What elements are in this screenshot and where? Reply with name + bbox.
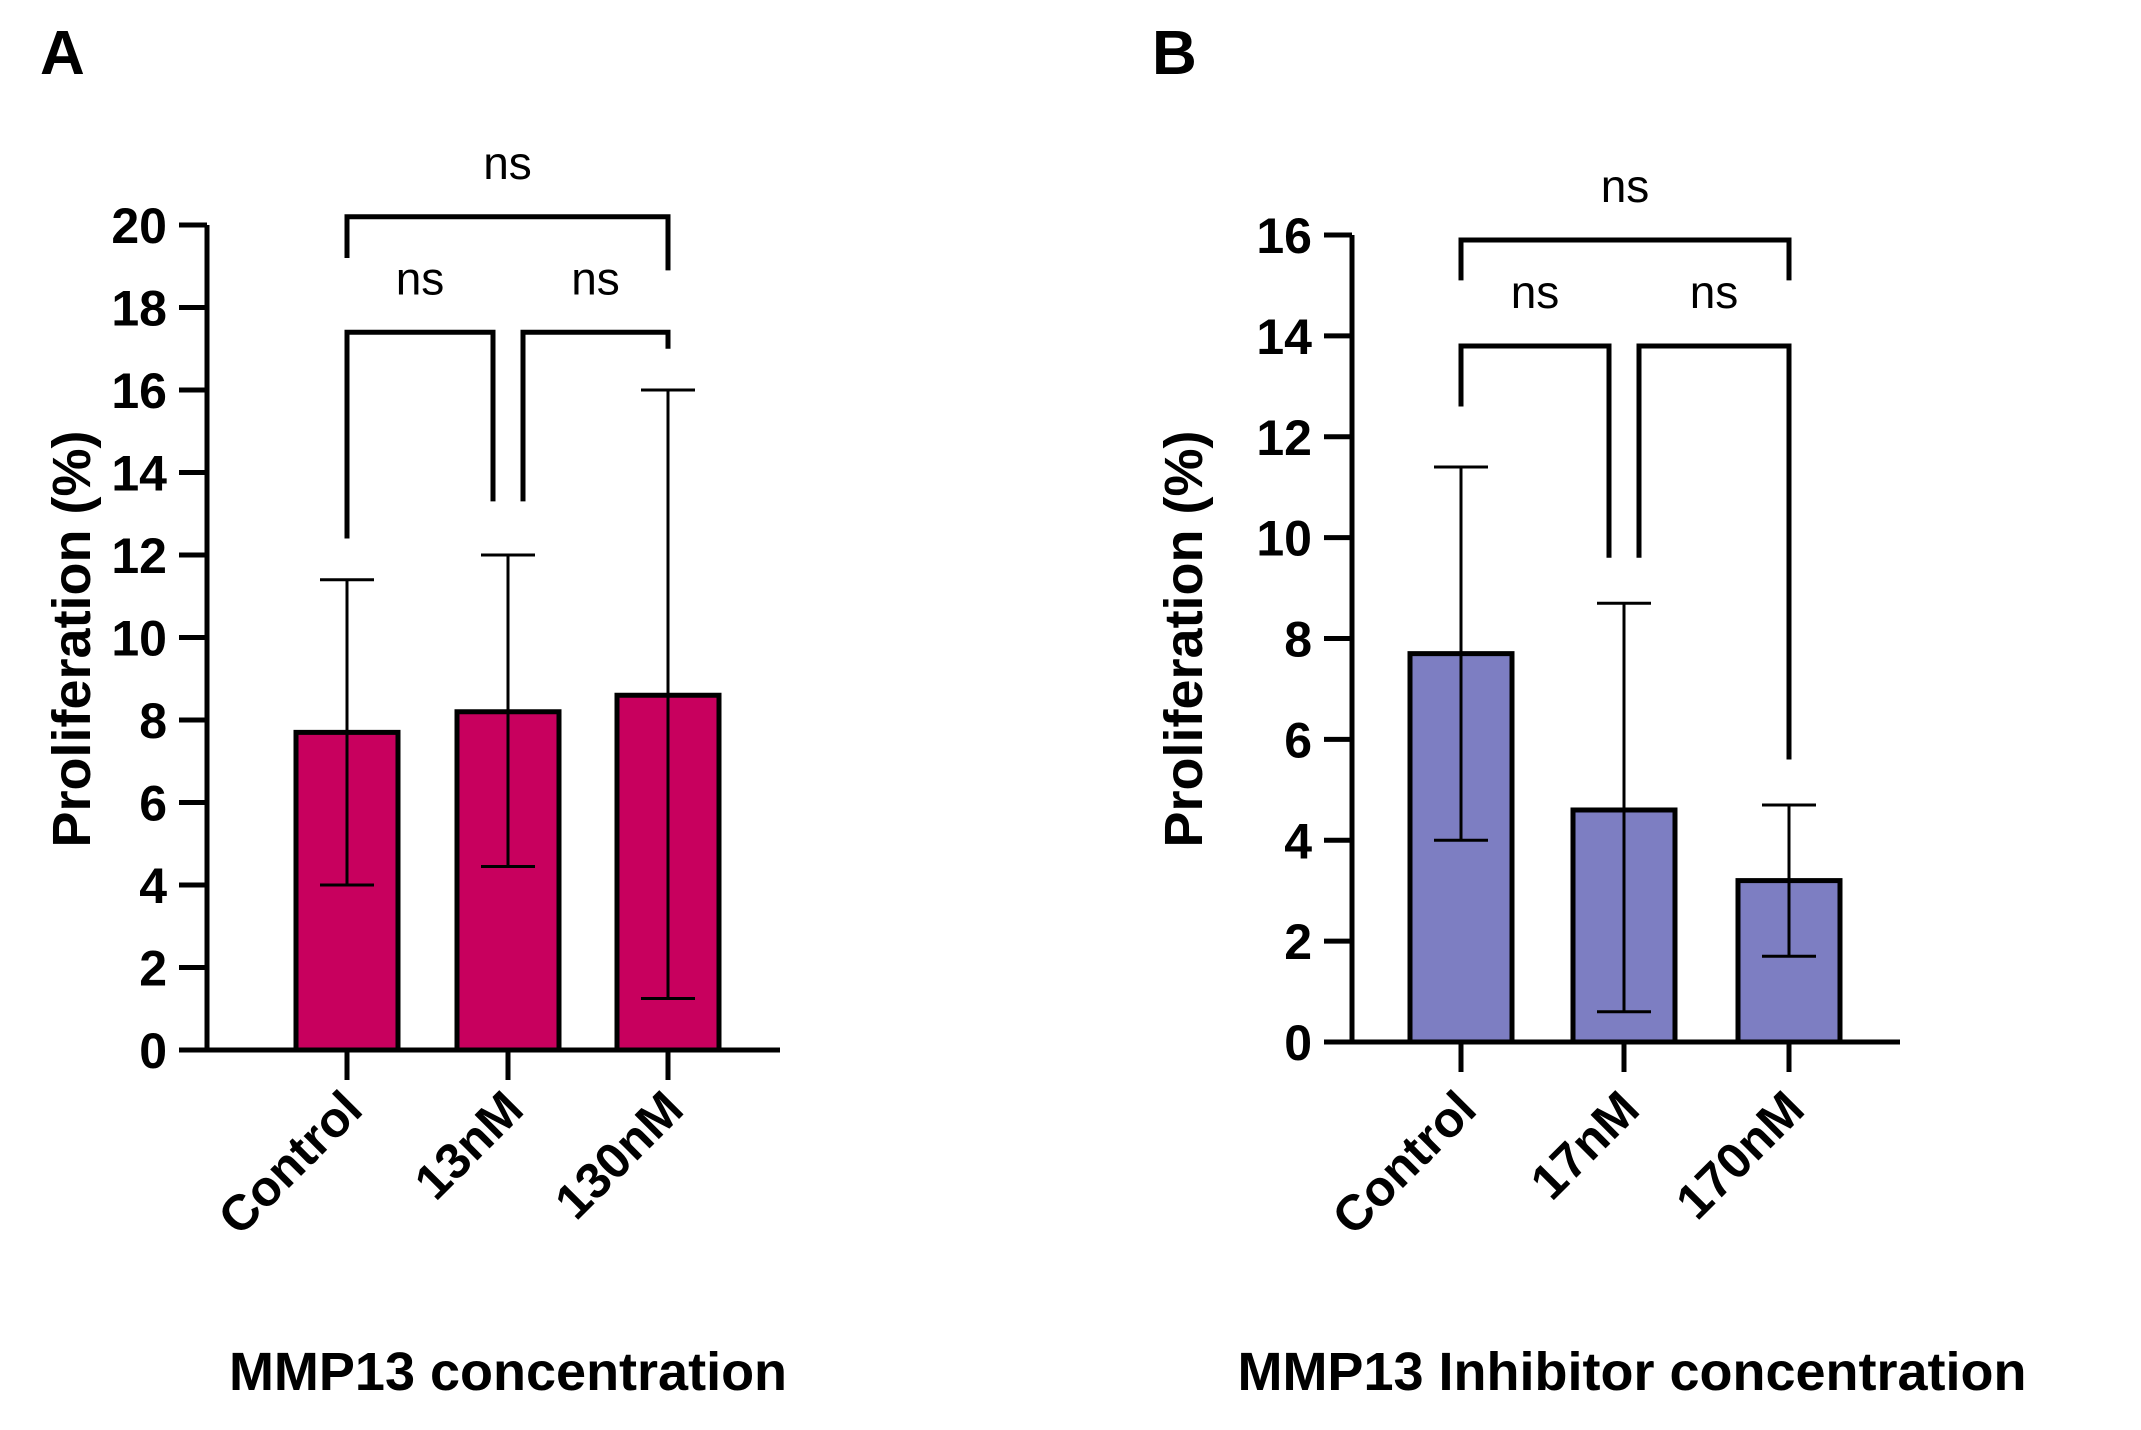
panel-a-category-label: 130nM	[544, 1080, 694, 1230]
panel-b-y-tick-label: 2	[1284, 914, 1312, 970]
panel-a-y-tick-label: 8	[139, 693, 167, 749]
panel-a-x-axis-title: MMP13 concentration	[229, 1342, 787, 1402]
panel-a-y-tick-label: 20	[111, 198, 167, 254]
panel-b-letter: B	[1152, 19, 1197, 88]
panel-b-y-tick-label: 16	[1256, 208, 1312, 264]
panel-b-y-tick-label: 4	[1284, 813, 1312, 869]
panel-a-letter: A	[40, 19, 85, 88]
panel-a-category-label: 13nM	[404, 1080, 534, 1210]
panel-a-y-tick-label: 6	[139, 776, 167, 832]
panel-a-plot-area: 0 2 4 6 8 10 12 14 16 18 20 Control 13nM 130nM ns ns ns	[111, 137, 780, 1245]
panel-b-significance-bracket	[1636, 343, 1792, 760]
panel-a: A Proliferation (%) MMP13 concentration …	[40, 19, 787, 1402]
panel-b-y-tick-label: 6	[1284, 712, 1312, 768]
panel-b-significance-label: ns	[1601, 160, 1650, 212]
panel-a-y-tick-label: 0	[139, 1023, 167, 1079]
panel-b-significance-label: ns	[1690, 266, 1739, 318]
panel-a-y-tick-label: 16	[111, 363, 167, 419]
panel-b-y-axis-title: Proliferation (%)	[1154, 430, 1214, 847]
panel-b-significance-label: ns	[1511, 266, 1560, 318]
panel-a-y-tick-label: 4	[139, 858, 167, 914]
panel-a-significance-label: ns	[571, 252, 620, 304]
panel-b-category-label: 170nM	[1665, 1080, 1815, 1230]
panel-a-y-tick-label: 14	[111, 446, 167, 502]
panel-b-significance-bracket	[1458, 237, 1792, 281]
panel-b-category-label: Control	[1322, 1080, 1487, 1245]
panel-a-y-axis-title: Proliferation (%)	[42, 430, 102, 847]
panel-b: B Proliferation (%) MMP13 Inhibitor conc…	[1152, 19, 2027, 1402]
panel-b-y-tick-label: 12	[1256, 410, 1312, 466]
panel-a-y-tick-label: 2	[139, 941, 167, 997]
panel-b-x-axis-title: MMP13 Inhibitor concentration	[1237, 1342, 2026, 1402]
panel-b-y-tick-label: 14	[1256, 309, 1312, 365]
panel-a-y-tick-label: 12	[111, 528, 167, 584]
panel-b-plot-area: 0 2 4 6 8 10 12 14 16 Control 17nM 170nM ns ns ns	[1256, 160, 1900, 1245]
panel-b-y-tick-label: 0	[1284, 1015, 1312, 1071]
panel-a-significance-bracket	[520, 329, 671, 502]
panel-b-y-tick-label: 8	[1284, 612, 1312, 668]
panel-b-y-tick-label: 10	[1256, 511, 1312, 567]
panel-b-category-label: 17nM	[1520, 1080, 1650, 1210]
panel-a-category-label: Control	[208, 1080, 373, 1245]
panel-a-significance-bracket	[344, 329, 496, 539]
panel-a-significance-label: ns	[483, 137, 532, 189]
panel-a-significance-label: ns	[396, 252, 445, 304]
panel-a-significance-bracket	[344, 214, 671, 271]
panel-b-significance-bracket	[1458, 343, 1612, 558]
panel-a-y-tick-label: 18	[111, 281, 167, 337]
panel-a-y-tick-label: 10	[111, 611, 167, 667]
